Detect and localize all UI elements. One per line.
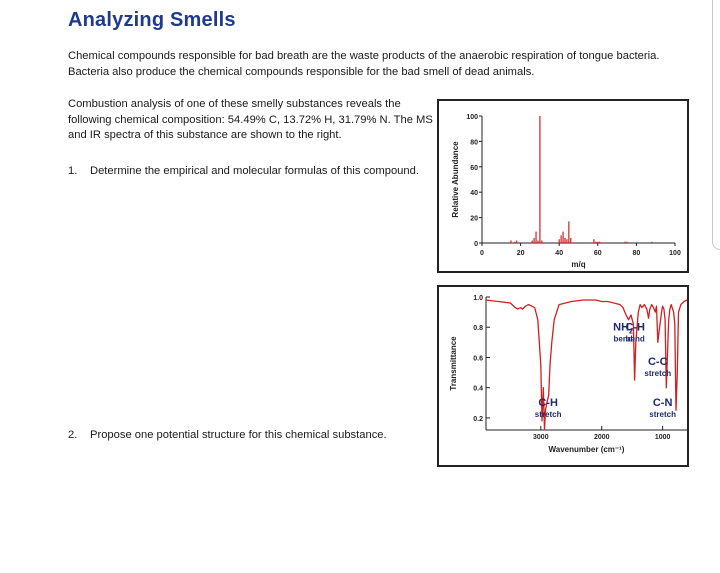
ms-x-tick-label: 60: [594, 250, 602, 257]
combustion-paragraph: Combustion analysis of one of these smel…: [68, 98, 433, 141]
ir-spectrum-panel: 1.0 0.8 0.6 0.4 0.2 3000 2000 1000 NH2 bend C-H ben…: [437, 285, 689, 467]
page-title: Analyzing Smells: [68, 9, 236, 31]
ms-x-tick-label: 40: [555, 250, 563, 257]
question-1: 1. Determine the empirical and molecular…: [68, 164, 432, 180]
ms-y-axis-label: Relative Abundance: [451, 141, 460, 218]
ir-annotation-label: NH2: [613, 321, 633, 335]
ir-annotation-label: C-H: [538, 397, 558, 409]
intro-paragraph: Chemical compounds responsible for bad b…: [68, 50, 660, 78]
ms-y-tick-label: 100: [466, 114, 478, 121]
ir-annotation-label: C-N: [653, 397, 673, 409]
ir-y-tick-label: 0.6: [473, 355, 483, 362]
ms-x-tick-label: 100: [669, 250, 681, 257]
ms-y-tick-label: 80: [470, 139, 478, 146]
ir-x-tick-label: 3000: [533, 434, 549, 441]
ms-x-axis-label: m/q: [571, 260, 585, 269]
question-2-text: Propose one potential structure for this…: [90, 429, 387, 441]
ir-annotation-sublabel: stretch: [535, 410, 562, 419]
ms-x-tick-label: 20: [517, 250, 525, 257]
question-2: 2. Propose one potential structure for t…: [68, 428, 432, 444]
mass-spectrum-panel: 0 20 40 60 80 100 0 20 40 60 80 100 m/q Relative Abun…: [437, 99, 689, 273]
ms-y-tick-label: 60: [470, 165, 478, 172]
ir-annotation-sublabel: stretch: [644, 369, 671, 378]
ms-x-tick-label: 0: [480, 250, 484, 257]
ir-annotation-label: C-C: [648, 356, 668, 368]
ms-y-tick-label: 20: [470, 216, 478, 223]
question-2-number: 2.: [68, 429, 78, 441]
ir-x-tick-label: 2000: [594, 434, 610, 441]
ms-x-tick-label: 80: [633, 250, 641, 257]
ir-y-tick-label: 1.0: [473, 295, 483, 302]
ir-annotation-label: C-H: [625, 321, 645, 333]
scrollbar-edge[interactable]: [712, 0, 720, 250]
ms-y-tick-label: 0: [474, 241, 478, 248]
question-1-text: Determine the empirical and molecular fo…: [90, 165, 419, 177]
ir-x-tick-label: 1000: [655, 434, 671, 441]
ir-y-tick-label: 0.8: [473, 325, 483, 332]
ir-annotation-sublabel: bend: [613, 334, 632, 343]
question-1-number: 1.: [68, 165, 78, 177]
ir-x-axis-label: Wavenumber (cm⁻¹): [549, 445, 625, 454]
ir-y-tick-label: 0.4: [473, 386, 483, 393]
ir-annotation-sublabel: bend: [626, 334, 645, 343]
ir-y-tick-label: 0.2: [473, 416, 483, 423]
ms-y-tick-label: 40: [470, 190, 478, 197]
mass-spectrum-chart: 0 20 40 60 80 100 0 20 40 60 80 100 m/q Relative Abun…: [451, 114, 681, 269]
ir-y-axis-label: Transmittance: [449, 336, 458, 391]
ir-spectrum-line: [485, 299, 688, 431]
ir-annotation-sublabel: stretch: [649, 410, 676, 419]
